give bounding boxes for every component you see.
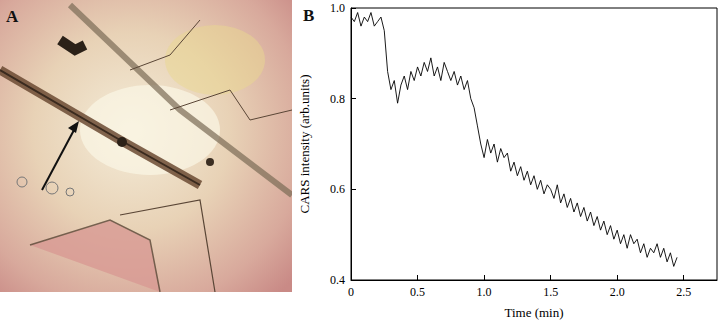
svg-text:A: A [6,7,19,26]
svg-text:Time (min): Time (min) [504,305,563,320]
svg-text:0: 0 [348,285,354,299]
svg-text:0.5: 0.5 [410,285,425,299]
svg-text:0.6: 0.6 [330,182,345,196]
svg-text:1.5: 1.5 [543,285,558,299]
svg-text:2.0: 2.0 [610,285,625,299]
svg-text:0.4: 0.4 [330,273,345,287]
svg-text:B: B [303,6,314,25]
svg-text:1.0: 1.0 [330,1,345,15]
svg-text:2.5: 2.5 [676,285,691,299]
svg-text:0.8: 0.8 [330,92,345,106]
svg-text:CARS intensity (arb.units): CARS intensity (arb.units) [297,74,312,213]
svg-text:1.0: 1.0 [477,285,492,299]
